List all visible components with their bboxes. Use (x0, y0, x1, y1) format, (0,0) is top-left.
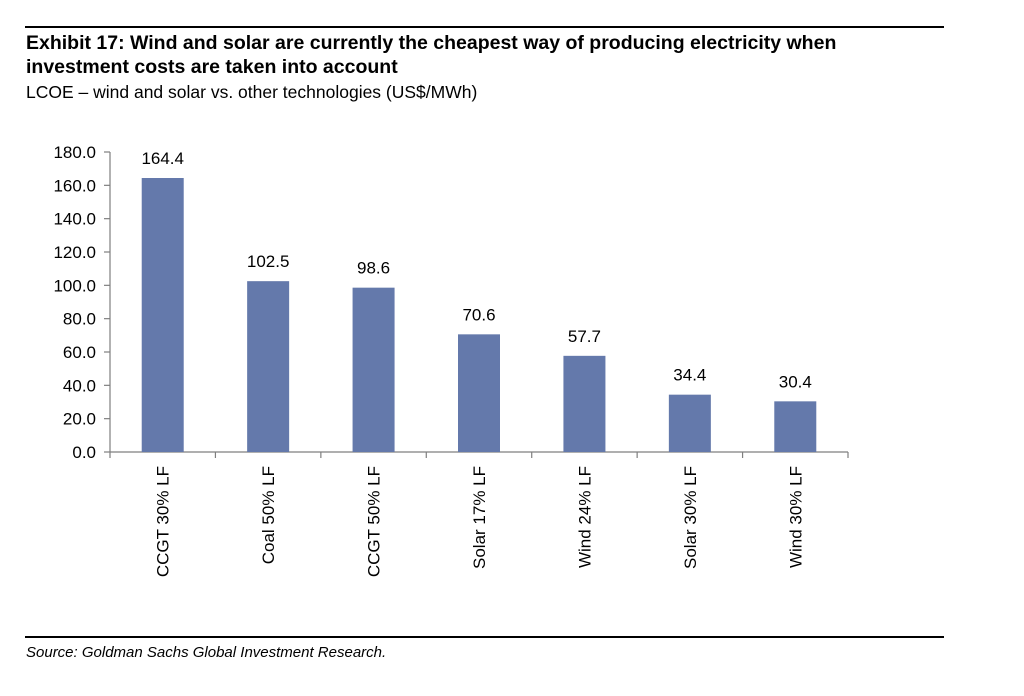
top-rule (25, 26, 944, 28)
data-label: 70.6 (462, 305, 495, 324)
data-label: 34.4 (673, 366, 706, 385)
bar (247, 281, 290, 452)
category-label: Wind 24% LF (575, 466, 594, 568)
bar (668, 394, 711, 452)
bar (563, 355, 606, 452)
source-note: Source: Goldman Sachs Global Investment … (26, 644, 387, 661)
y-tick-label: 140.0 (53, 210, 96, 229)
category-label: CCGT 30% LF (154, 466, 173, 577)
y-tick-label: 40.0 (63, 376, 96, 395)
bar (774, 401, 817, 452)
data-label: 164.4 (141, 149, 184, 168)
y-tick-label: 60.0 (63, 343, 96, 362)
exhibit-title: Exhibit 17: Wind and solar are currently… (26, 32, 837, 78)
bar (141, 178, 184, 452)
data-label: 30.4 (779, 372, 812, 391)
y-tick-label: 100.0 (53, 276, 96, 295)
data-label: 98.6 (357, 259, 390, 278)
category-label: CCGT 50% LF (365, 466, 384, 577)
exhibit-subtitle: LCOE – wind and solar vs. other technolo… (26, 82, 478, 102)
y-tick-label: 160.0 (53, 176, 96, 195)
bar (352, 287, 395, 452)
category-label: Wind 30% LF (786, 466, 805, 568)
y-tick-label: 80.0 (63, 310, 96, 329)
category-label: Solar 30% LF (681, 466, 700, 569)
data-label: 102.5 (247, 252, 290, 271)
y-tick-label: 120.0 (53, 243, 96, 262)
bar (458, 334, 500, 452)
y-tick-label: 180.0 (53, 143, 96, 162)
y-tick-label: 20.0 (63, 410, 96, 429)
category-label: Coal 50% LF (259, 466, 278, 564)
y-tick-label: 0.0 (72, 443, 96, 462)
category-label: Solar 17% LF (470, 466, 489, 569)
data-label: 57.7 (568, 327, 601, 346)
bottom-rule (25, 636, 944, 638)
